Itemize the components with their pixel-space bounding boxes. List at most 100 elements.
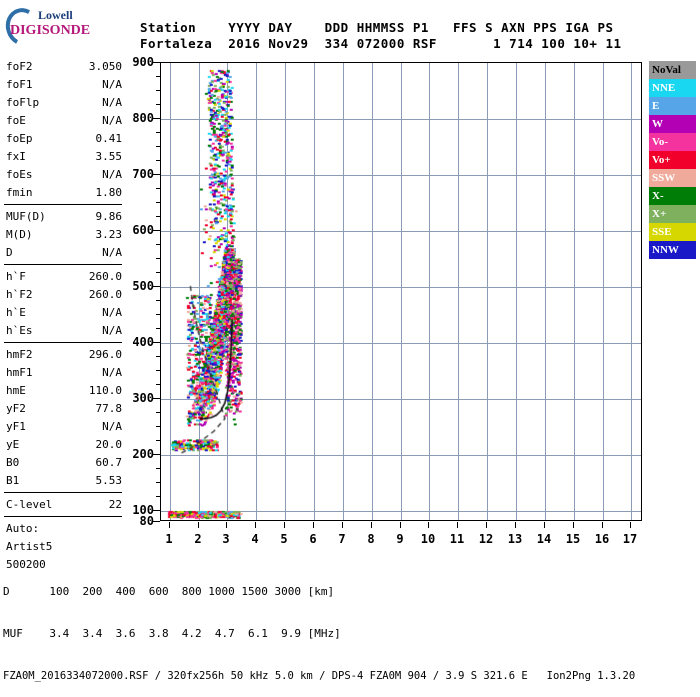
x-tick-label-8: 8 [367,532,375,546]
x-tick [515,522,516,528]
legend-item-noval[interactable]: NoVal [649,61,696,79]
logo-digisonde-text: DIGISONDE [10,23,91,38]
y-tick-label-80: 80 [139,514,154,528]
param-key: B0 [6,456,20,469]
y-tick [153,521,160,522]
param-row-fof1: foF1 N/A [2,76,124,94]
legend-item-ssw[interactable]: SSW [649,169,696,187]
param-key: foFlp [6,96,40,109]
param-key: yE [6,438,20,451]
x-tick [400,522,401,528]
y-tick [156,383,160,385]
param-value: 9.86 [95,210,123,223]
param-row-hf2: h`F2 260.0 [2,286,124,304]
y-tick [153,229,160,231]
param-key: fxI [6,150,26,163]
param-value: N/A [102,420,122,433]
legend-item-x[interactable]: X+ [649,205,696,223]
param-key: foF2 [6,60,33,73]
legend-item-sse[interactable]: SSE [649,223,696,241]
y-tick-label-900: 900 [132,55,154,69]
x-tick-label-2: 2 [194,532,202,546]
auto-scaler-line: Artist5 [6,540,53,553]
param-key: yF1 [6,420,26,433]
param-value: 20.0 [95,438,123,451]
x-tick [284,522,285,528]
param-row-fof2: foF2 3.050 [2,58,124,76]
x-tick-label-6: 6 [309,532,317,546]
param-separator [4,204,122,205]
x-axis-frequency-mhz: 1 2 3 4 5 6 7 8 9 10 11 12 13 14 15 16 17 [160,522,644,548]
param-row-hf: h`F 260.0 [2,268,124,286]
param-value: 1.80 [95,186,123,199]
param-row-hme: hmE 110.0 [2,382,124,400]
x-tick-label-1: 1 [165,532,173,546]
legend-item-x[interactable]: X- [649,187,696,205]
param-value: N/A [102,246,122,259]
y-tick [156,187,160,189]
param-separator [4,492,122,493]
param-value: 110.0 [88,384,122,397]
x-tick-label-13: 13 [507,532,523,546]
param-row-foe: foE N/A [2,112,124,130]
x-tick [573,522,574,528]
param-row-clevel: C-level 22 [2,496,124,514]
param-value: 5.53 [95,474,123,487]
param-value: 260.0 [88,288,122,301]
y-tick [156,89,160,91]
param-row-he: h`E N/A [2,304,124,322]
y-tick [156,355,160,357]
x-tick-label-5: 5 [280,532,288,546]
param-key: D [6,246,13,259]
y-tick [156,411,160,413]
footer-info: D 100 200 400 600 800 1000 1500 3000 [km… [3,557,635,697]
y-tick [156,243,160,245]
y-tick [156,131,160,133]
x-tick [630,522,631,528]
x-tick [544,522,545,528]
param-key: foF1 [6,78,33,91]
param-row-foflp: foFlp N/A [2,94,124,112]
legend-item-vo[interactable]: Vo- [649,133,696,151]
param-key: h`E [6,306,26,319]
y-tick [156,313,160,315]
y-tick [156,369,160,371]
param-key: h`F [6,270,26,283]
legend-item-nnw[interactable]: NNW [649,241,696,259]
param-key: foEp [6,132,33,145]
param-value: N/A [102,324,122,337]
param-value: 3.23 [95,228,123,241]
x-tick-label-7: 7 [338,532,346,546]
y-tick [153,285,160,287]
x-tick [342,522,343,528]
param-key: hmF2 [6,348,33,361]
legend-item-e[interactable]: E [649,97,696,115]
y-tick-label-100: 100 [132,502,154,517]
param-key: hmF1 [6,366,33,379]
y-tick-label-600: 600 [132,222,154,237]
param-row-ye: yE 20.0 [2,436,124,454]
y-tick [153,341,160,343]
param-row-fmin: fmin 1.80 [2,184,124,202]
legend-item-vo[interactable]: Vo+ [649,151,696,169]
param-row-hes: h`Es N/A [2,322,124,340]
x-tick-label-11: 11 [449,532,465,546]
y-tick [156,159,160,161]
param-row-mufd: MUF(D) 9.86 [2,208,124,226]
param-row-md: M(D) 3.23 [2,226,124,244]
x-tick [602,522,603,528]
y-tick [156,425,160,427]
x-tick [313,522,314,528]
auto-scaler-line: Auto: [6,522,40,535]
x-tick [226,522,227,528]
param-value: 0.41 [95,132,123,145]
param-value: N/A [102,306,122,319]
ionogram-plot[interactable] [160,62,642,521]
param-value: N/A [102,78,122,91]
legend-item-w[interactable]: W [649,115,696,133]
param-value: 296.0 [88,348,122,361]
y-tick [156,201,160,203]
legend-item-nne[interactable]: NNE [649,79,696,97]
param-separator [4,264,122,265]
x-tick [169,522,170,528]
